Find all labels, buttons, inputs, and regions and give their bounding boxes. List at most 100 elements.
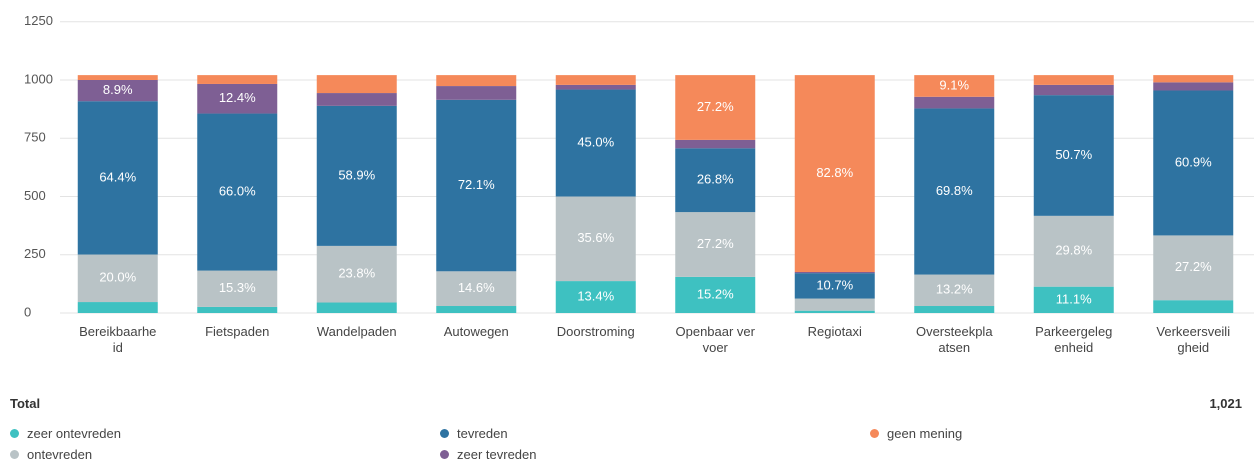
- data-label: 13.2%: [936, 282, 973, 297]
- bar-segment: [794, 298, 875, 311]
- x-tick-label: Regiotaxi: [807, 324, 862, 339]
- bar-segment: [1033, 215, 1114, 287]
- total-value: 1,021: [1209, 396, 1242, 411]
- bar-segment: [436, 271, 517, 307]
- x-tick-label: Parkeergelegenheid: [1035, 324, 1113, 355]
- legend-entry: zeer tevreden: [440, 447, 537, 461]
- legend-label: ontevreden: [27, 447, 93, 461]
- data-label: 58.9%: [338, 167, 375, 182]
- data-label: 26.8%: [697, 172, 734, 187]
- bar-segment: [316, 93, 397, 106]
- bar-segment: [794, 75, 875, 272]
- bar-segment: [914, 274, 995, 307]
- data-label: 15.2%: [697, 286, 734, 301]
- data-label: 27.2%: [697, 236, 734, 251]
- data-label: 20.0%: [99, 270, 136, 285]
- bar-segment: [316, 105, 397, 246]
- bar-segment: [914, 96, 995, 109]
- bar-segment: [675, 148, 756, 213]
- data-label: 11.1%: [1056, 291, 1092, 306]
- data-label: 50.7%: [1055, 147, 1092, 162]
- legend-label: zeer tevreden: [457, 447, 537, 461]
- bar-segment: [316, 75, 397, 94]
- bar-segment: [197, 83, 278, 114]
- data-label: 29.8%: [1055, 243, 1092, 258]
- x-tick-label: Doorstroming: [556, 324, 635, 339]
- data-label: 14.6%: [458, 280, 495, 295]
- legend-swatch: [870, 429, 879, 438]
- bar-segment: [794, 310, 875, 313]
- data-label: 72.1%: [458, 177, 495, 192]
- bar-segment: [197, 270, 278, 307]
- data-label: 9.1%: [939, 77, 969, 92]
- bar-segment: [436, 99, 517, 272]
- legend-entry: ontevreden: [10, 447, 92, 461]
- legend-swatch: [10, 450, 19, 459]
- total-label: Total: [10, 396, 41, 411]
- bar-segment: [914, 306, 995, 313]
- bar-segment: [1153, 82, 1234, 91]
- bar-segment: [316, 302, 397, 313]
- data-label: 15.3%: [219, 280, 256, 295]
- data-label: 13.4%: [577, 288, 614, 303]
- x-tick-label: Autowegen: [443, 324, 509, 339]
- legend-entry: zeer ontevreden: [10, 426, 121, 441]
- bar-segment: [555, 89, 636, 197]
- bar-segment: [77, 254, 158, 303]
- bar-segment: [675, 139, 756, 149]
- data-label: 45.0%: [577, 134, 614, 149]
- legend-label: geen mening: [887, 426, 963, 441]
- bar-segment: [1153, 90, 1234, 236]
- legend-entry: tevreden: [440, 426, 508, 441]
- x-tick-label: Fietspaden: [205, 324, 270, 339]
- y-tick-label: 1000: [24, 71, 53, 86]
- x-tick-label: Openbaar vervoer: [675, 324, 756, 355]
- data-label: 23.8%: [338, 266, 375, 281]
- data-label: 64.4%: [99, 169, 136, 184]
- bar-segment: [914, 75, 995, 97]
- data-label: 35.6%: [577, 230, 614, 245]
- bar-segment: [1033, 84, 1114, 96]
- x-tick-label: Verkeersveiligheid: [1156, 324, 1231, 355]
- bar-segment: [555, 84, 636, 90]
- bar-segment: [675, 212, 756, 277]
- bar-segment: [197, 75, 278, 84]
- data-label: 27.2%: [1175, 259, 1212, 274]
- bar-segment: [675, 276, 756, 313]
- bar-segment: [77, 101, 158, 255]
- x-tick-label: Wandelpaden: [316, 324, 397, 339]
- bar-segment: [1033, 286, 1114, 313]
- data-label: 10.7%: [816, 277, 853, 292]
- bar-segment: [77, 302, 158, 313]
- data-label: 27.2%: [697, 99, 734, 114]
- bar-segment: [1033, 95, 1114, 216]
- data-label: 8.9%: [103, 82, 133, 97]
- legend-label: zeer ontevreden: [27, 426, 121, 441]
- y-tick-label: 1250: [24, 13, 53, 28]
- bar-segment: [1033, 75, 1114, 85]
- bar-segment: [555, 281, 636, 313]
- bar-segment: [436, 86, 517, 100]
- data-label: 66.0%: [219, 184, 256, 199]
- data-label: 12.4%: [219, 90, 256, 105]
- bar-segment: [1153, 75, 1234, 83]
- bar-segment: [436, 306, 517, 313]
- y-tick-label: 250: [24, 246, 46, 261]
- bar-segment: [914, 108, 995, 275]
- x-tick-label: Bereikbaarheid: [79, 324, 157, 355]
- bar-segment: [1153, 300, 1234, 313]
- bar-segment: [675, 75, 756, 140]
- bar-segment: [436, 75, 517, 87]
- bar-segment: [316, 245, 397, 303]
- bar-segment: [794, 271, 875, 274]
- y-tick-label: 500: [24, 188, 46, 203]
- legend-swatch: [440, 429, 449, 438]
- data-label: 60.9%: [1175, 154, 1212, 169]
- x-tick-label: Oversteekplaatsen: [915, 324, 993, 355]
- bar-segment: [77, 80, 158, 102]
- bar-segment: [555, 75, 636, 85]
- legend-swatch: [440, 450, 449, 459]
- bar-segment: [555, 196, 636, 282]
